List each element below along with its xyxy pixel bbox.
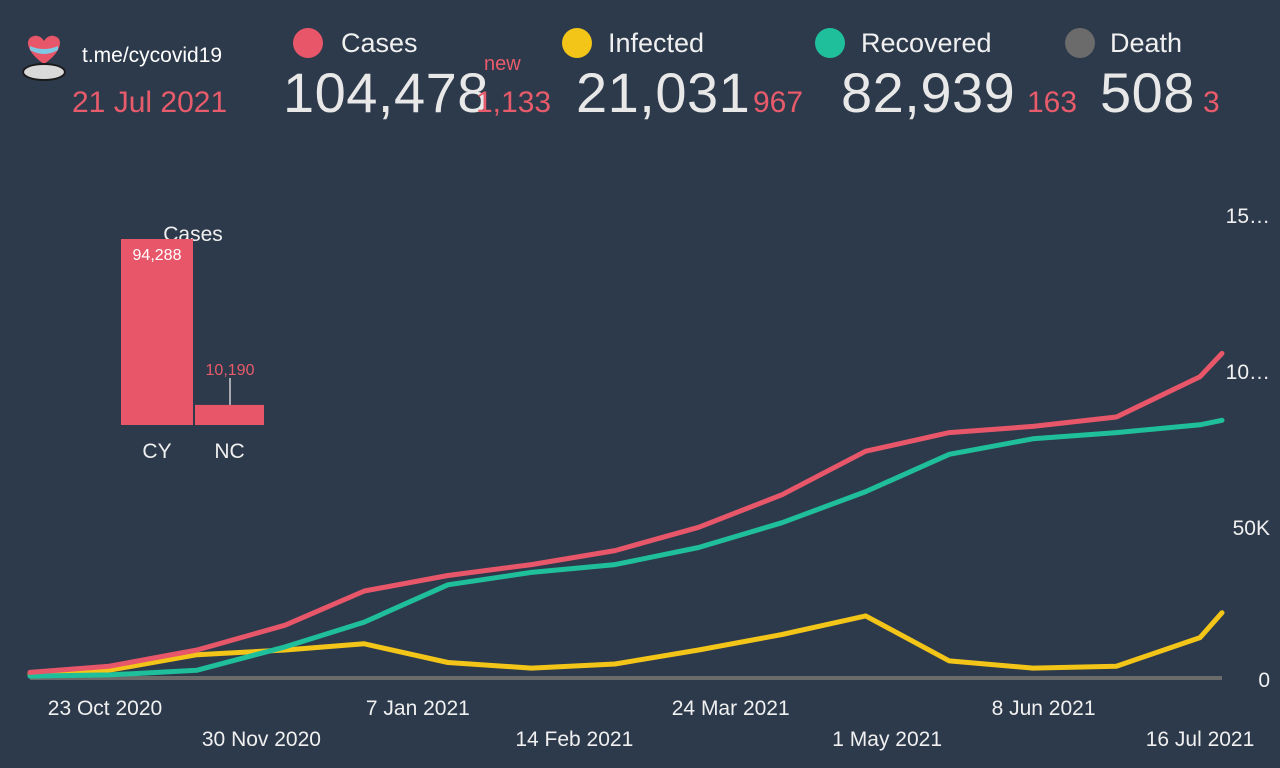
x-tick-label: 23 Oct 2020 xyxy=(48,697,162,720)
x-tick-label: 7 Jan 2021 xyxy=(366,697,470,720)
infected-label: Infected xyxy=(608,28,705,58)
recovered-new: 163 xyxy=(1027,86,1078,119)
infected-line xyxy=(27,610,1225,677)
bar-nc xyxy=(195,404,264,425)
infected-legend-icon xyxy=(562,28,592,58)
channel-logo xyxy=(18,30,70,84)
cases-new: 1,133 xyxy=(476,86,552,119)
bar-category-label: CY xyxy=(142,440,171,463)
x-tick-label: 1 May 2021 xyxy=(832,728,942,751)
bar-value-label: 10,190 xyxy=(206,362,255,379)
x-tick-label: 24 Mar 2021 xyxy=(672,697,790,720)
x-tick-label: 30 Nov 2020 xyxy=(202,728,321,751)
logo-image xyxy=(22,35,66,81)
cases-legend-icon xyxy=(293,28,323,58)
y-tick-label: 50K xyxy=(1233,517,1270,540)
recovered-legend-icon xyxy=(815,28,845,58)
bar-category-label: NC xyxy=(214,440,244,463)
recovered-line xyxy=(27,417,1225,679)
y-tick-label: 15… xyxy=(1226,205,1270,228)
cumulative-line-chart: 23 Oct 2020 30 Nov 2020 7 Jan 2021 14 Feb 2… xyxy=(27,205,1270,751)
x-tick-label: 8 Jun 2021 xyxy=(992,697,1096,720)
channel-link[interactable]: t.me/cycovid19 xyxy=(82,44,223,67)
death-label: Death xyxy=(1110,28,1183,58)
bar-value-label: 94,288 xyxy=(133,247,182,264)
bar-cy xyxy=(121,239,193,425)
cases-label: Cases xyxy=(341,28,418,58)
death-total: 508 xyxy=(1100,61,1195,124)
x-tick-label: 16 Jul 2021 xyxy=(1146,728,1255,751)
new-label: new xyxy=(484,53,521,75)
report-date: 21 Jul 2021 xyxy=(72,86,228,119)
recovered-label: Recovered xyxy=(861,28,992,58)
y-tick-label: 10… xyxy=(1226,361,1270,384)
x-tick-label: 14 Feb 2021 xyxy=(515,728,633,751)
infected-new: 967 xyxy=(753,86,804,119)
death-new: 3 xyxy=(1203,86,1220,119)
cases-total: 104,478 xyxy=(283,61,489,124)
cases-line xyxy=(27,350,1225,675)
infected-total: 21,031 xyxy=(576,61,751,124)
death-legend-icon xyxy=(1065,28,1095,58)
recovered-total: 82,939 xyxy=(841,61,1016,124)
y-tick-label: 0 xyxy=(1258,669,1270,692)
